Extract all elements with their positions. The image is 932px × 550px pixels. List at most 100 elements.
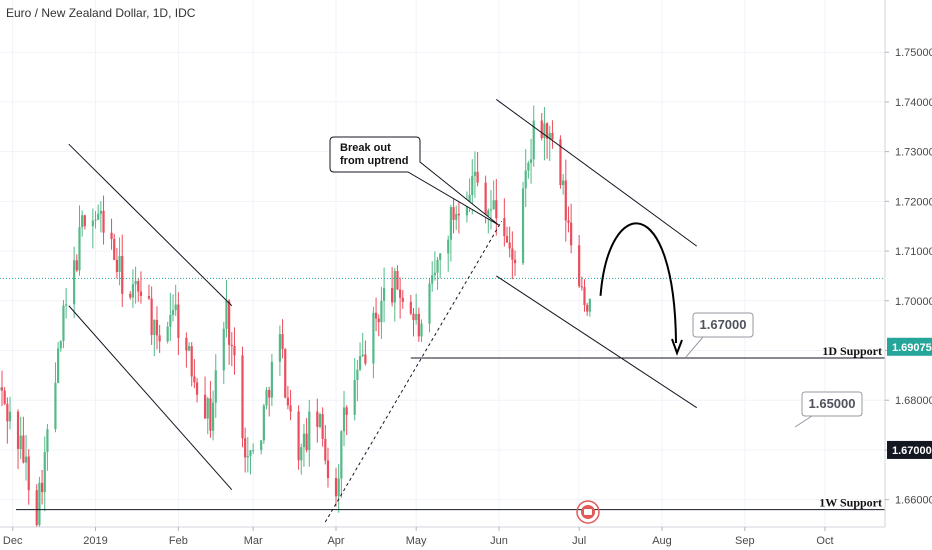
- candle: [281, 319, 284, 359]
- support-1w-label: 1W Support: [819, 496, 882, 510]
- projection-arrow[interactable]: [599, 222, 678, 344]
- candle: [449, 204, 452, 262]
- candle: [412, 307, 415, 337]
- candle: [113, 233, 116, 261]
- svg-text:1.69075: 1.69075: [892, 342, 932, 354]
- candle: [241, 346, 244, 448]
- candle: [364, 340, 367, 366]
- candle: [262, 403, 265, 445]
- y-tick-label: 1.72000: [895, 196, 932, 208]
- price-axis[interactable]: [885, 0, 932, 527]
- candle: [562, 174, 565, 195]
- candle: [540, 112, 543, 141]
- x-tick-label: Jul: [572, 535, 586, 547]
- trendline-channel-1-lower[interactable]: [68, 305, 233, 491]
- trendline-channel-1-upper[interactable]: [68, 143, 233, 307]
- candle: [195, 377, 199, 403]
- svg-text:1.67000: 1.67000: [700, 317, 747, 332]
- candle: [27, 449, 30, 505]
- candle: [321, 407, 324, 447]
- candle: [532, 105, 535, 167]
- x-tick-label: Sep: [735, 535, 755, 547]
- candle: [268, 386, 271, 417]
- candle: [380, 286, 383, 339]
- x-tick-label: Mar: [244, 535, 263, 547]
- level-label-2[interactable]: 1.65000: [794, 391, 863, 428]
- svg-text:1.67000: 1.67000: [892, 445, 932, 457]
- candle: [131, 269, 135, 308]
- candle: [252, 443, 255, 455]
- x-tick-label: Oct: [816, 535, 833, 547]
- candle: [524, 149, 527, 208]
- chart-title: Euro / New Zealand Dollar, 1D, IDC: [6, 6, 196, 20]
- candle: [46, 423, 49, 471]
- candle: [3, 387, 6, 406]
- candle: [193, 359, 196, 389]
- trendline-channel-3-lower[interactable]: [496, 275, 697, 409]
- level-tag: 1.67000: [887, 440, 932, 459]
- x-tick-label: May: [406, 535, 427, 547]
- candle: [487, 208, 490, 234]
- candle: [190, 342, 193, 387]
- candle: [211, 390, 215, 441]
- candle: [393, 268, 396, 322]
- candle: [206, 396, 209, 435]
- x-tick-label: Jun: [490, 535, 508, 547]
- candle: [374, 297, 378, 332]
- candle: [97, 204, 100, 221]
- candle: [297, 405, 300, 470]
- candle: [559, 135, 562, 189]
- drawings: [16, 99, 885, 523]
- tradingview-logo[interactable]: [576, 500, 600, 524]
- svg-text:Break out: Break out: [340, 142, 391, 154]
- candle: [121, 234, 124, 307]
- candle: [278, 325, 281, 376]
- candle: [476, 152, 479, 187]
- candle: [91, 208, 94, 249]
- candle: [139, 271, 143, 304]
- level-label-1[interactable]: 1.67000: [685, 312, 754, 358]
- candle: [580, 276, 583, 291]
- candle: [289, 389, 292, 421]
- candle: [318, 412, 322, 429]
- time-axis[interactable]: [0, 527, 932, 550]
- candle: [155, 306, 159, 350]
- svg-text:1.65000: 1.65000: [809, 396, 856, 411]
- candle: [399, 277, 402, 319]
- candle: [334, 467, 338, 507]
- candle: [527, 160, 530, 179]
- trendline-channel-3-upper[interactable]: [496, 99, 698, 247]
- candle: [570, 203, 573, 254]
- candle: [431, 261, 434, 292]
- candle: [214, 354, 217, 418]
- candle: [246, 437, 249, 473]
- candle: [185, 332, 188, 368]
- candle: [134, 266, 137, 304]
- candle: [16, 409, 20, 470]
- candle: [174, 284, 177, 316]
- candlesticks: [0, 105, 591, 537]
- candle: [588, 298, 591, 317]
- candle: [62, 300, 65, 349]
- candle: [129, 291, 132, 300]
- candle: [169, 292, 172, 341]
- candle: [43, 436, 46, 512]
- y-tick-label: 1.74000: [895, 97, 932, 109]
- candle: [513, 250, 517, 276]
- candle: [505, 226, 509, 243]
- candle: [81, 210, 84, 237]
- candle: [302, 423, 306, 467]
- candle: [382, 267, 386, 323]
- candle: [19, 416, 22, 460]
- candle: [187, 342, 191, 352]
- candle: [230, 332, 233, 367]
- candle: [452, 192, 455, 234]
- candle: [102, 195, 105, 245]
- candle: [583, 279, 586, 312]
- candle: [578, 235, 581, 288]
- candle: [177, 292, 180, 356]
- trendline-uptrend[interactable]: [324, 220, 503, 523]
- candle: [260, 439, 263, 455]
